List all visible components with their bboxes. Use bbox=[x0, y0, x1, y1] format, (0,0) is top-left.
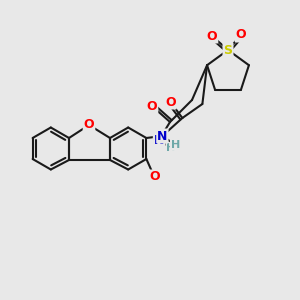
Text: H: H bbox=[167, 143, 176, 153]
Text: H: H bbox=[171, 140, 180, 150]
Text: N: N bbox=[157, 130, 168, 142]
Text: O: O bbox=[84, 118, 94, 131]
Text: O: O bbox=[236, 28, 246, 41]
Text: O: O bbox=[207, 29, 217, 43]
Text: O: O bbox=[165, 95, 176, 109]
Text: S: S bbox=[224, 44, 232, 56]
Text: N: N bbox=[154, 134, 164, 146]
Text: O: O bbox=[149, 170, 160, 184]
Text: O: O bbox=[147, 100, 157, 112]
